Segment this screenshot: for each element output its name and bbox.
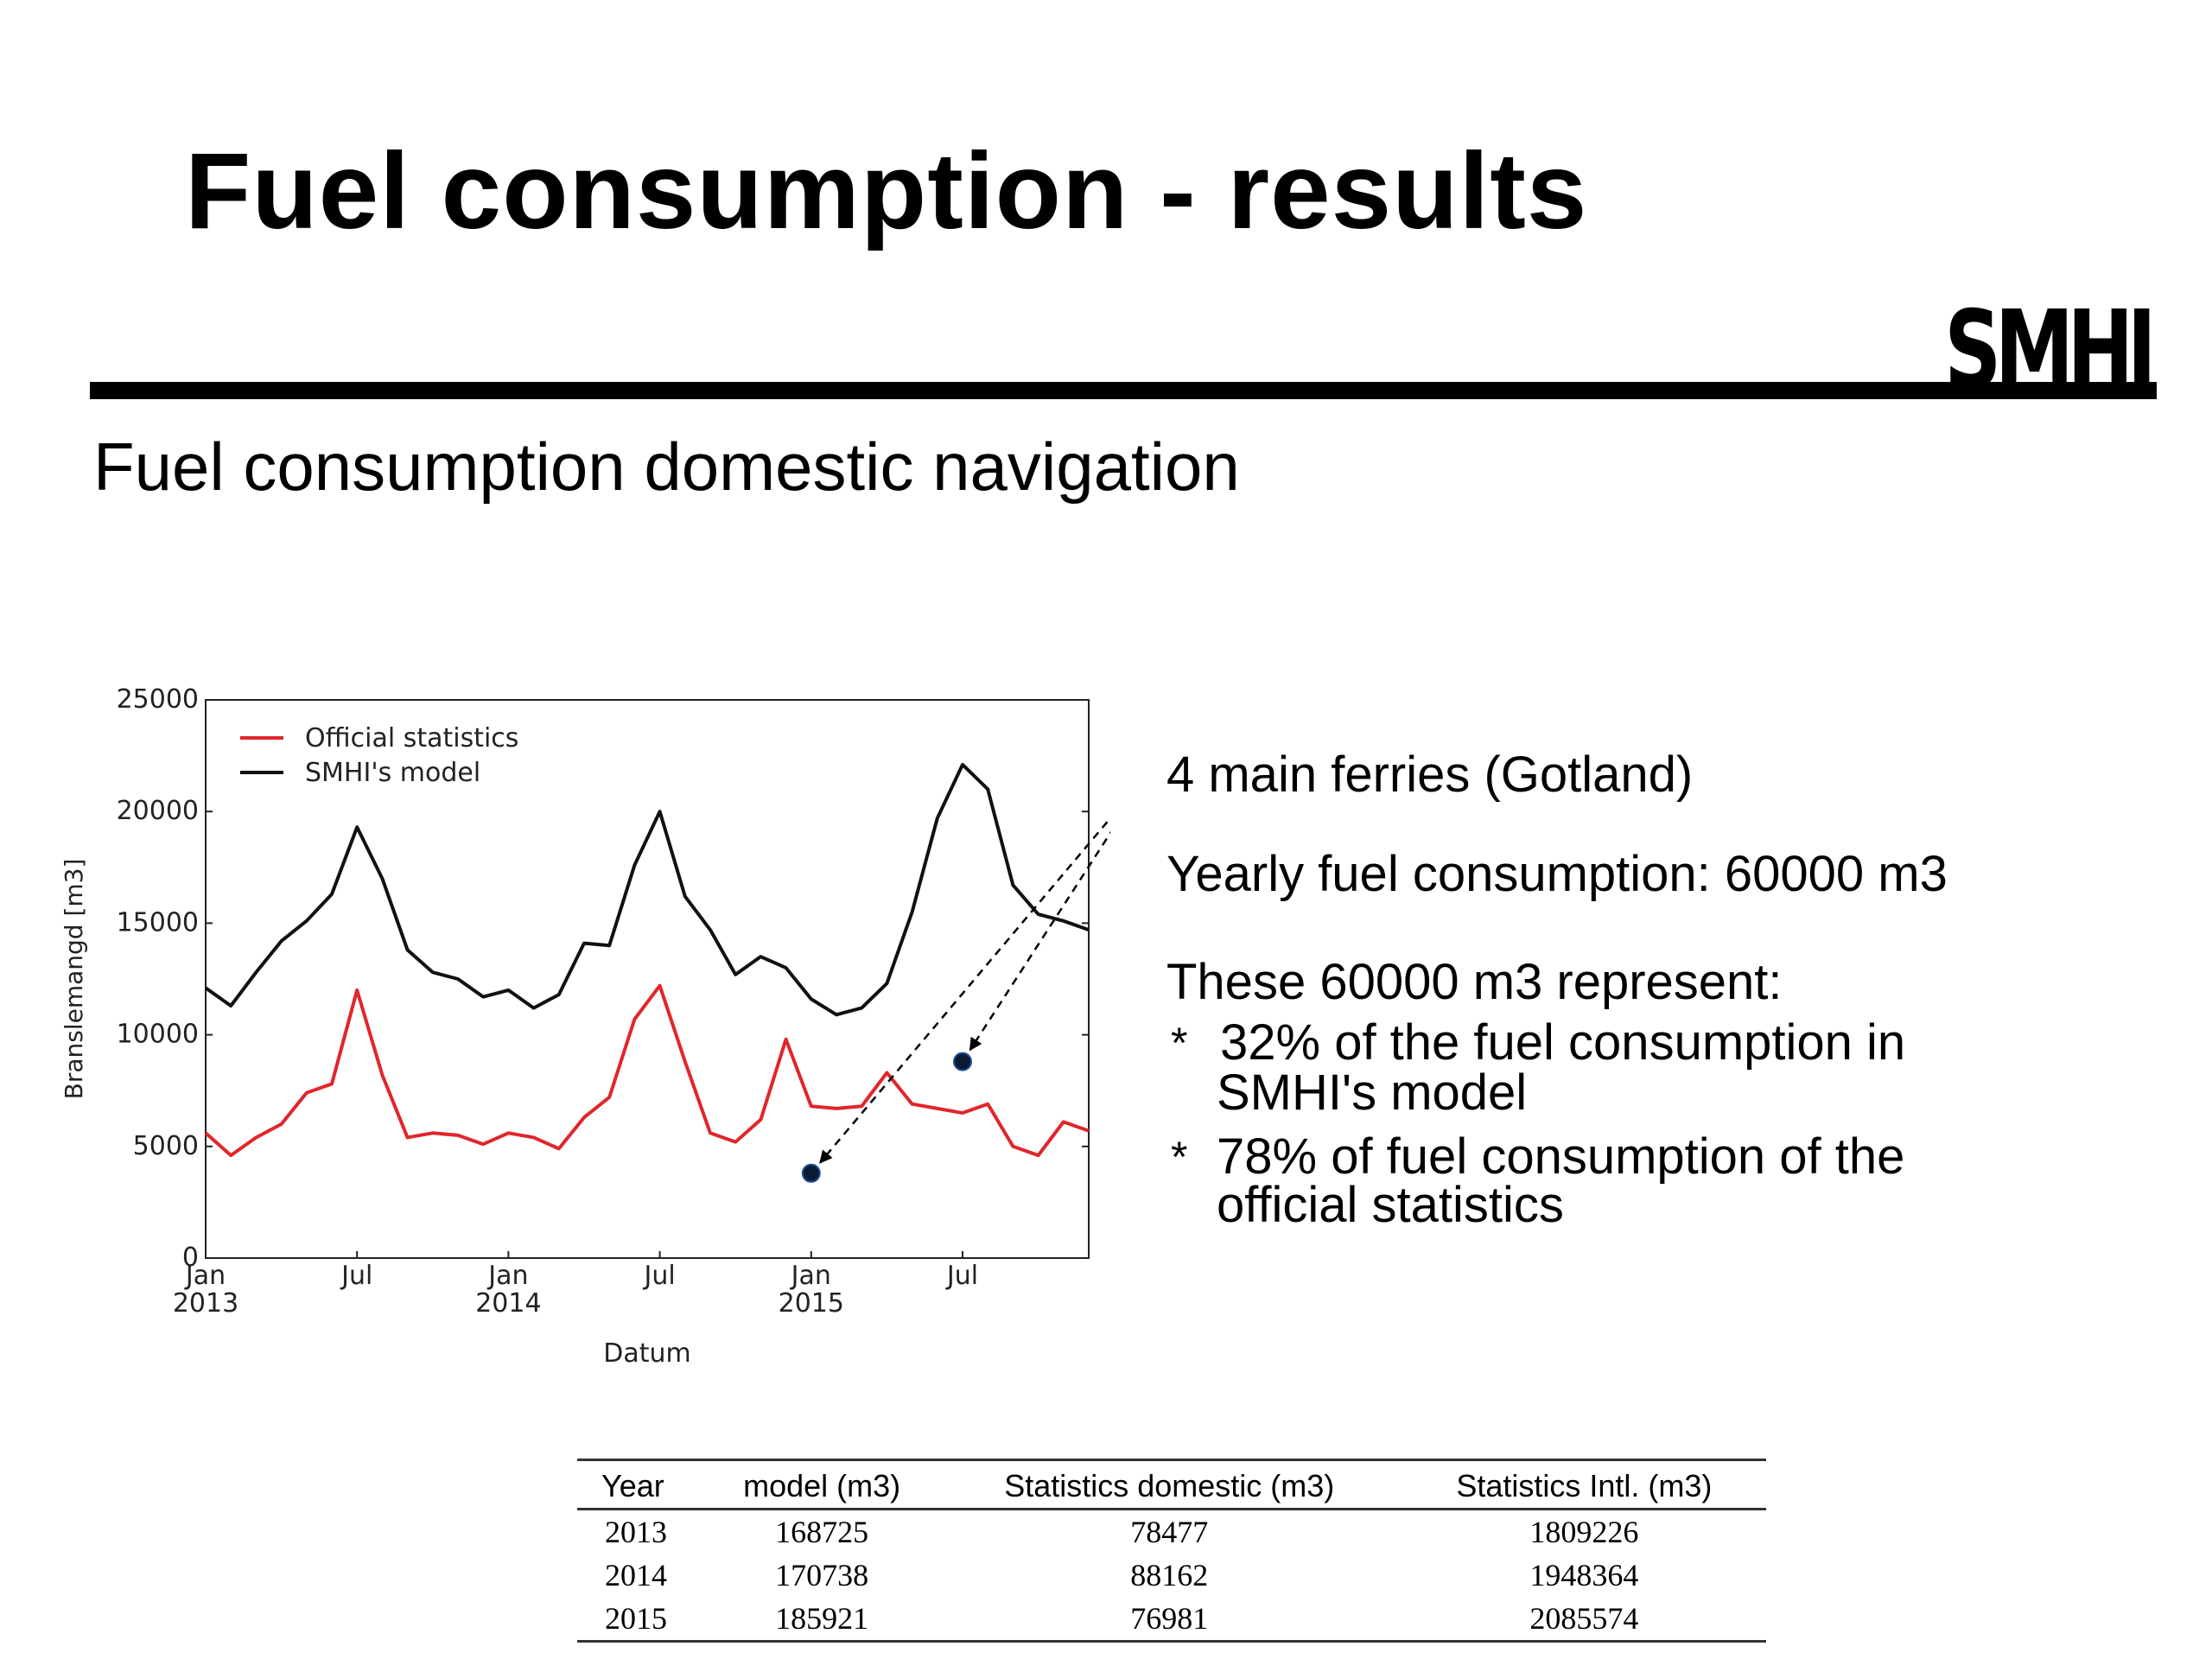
x-tick-label: Jan xyxy=(184,1261,226,1291)
legend-label: SMHI's model xyxy=(305,758,480,788)
y-tick-label: 25000 xyxy=(117,684,199,715)
ferry-data-point xyxy=(801,1163,821,1183)
x-tick-label: Jul xyxy=(340,1261,372,1291)
y-tick-label: 15000 xyxy=(117,907,199,938)
table-row: 2014 170738 88162 1948364 xyxy=(577,1554,1766,1597)
bullet-text-2a: 78% of fuel consumption of the xyxy=(1217,1128,1905,1185)
annotation-yearly: Yearly fuel consumption: 60000 m3 xyxy=(1166,846,1948,902)
series-line-smhi-model xyxy=(204,762,1090,1017)
x-tick-label: Jan xyxy=(486,1261,528,1291)
table-cell: 2014 xyxy=(605,1558,667,1592)
table-cell: 185921 xyxy=(707,1597,937,1643)
x-tick-label: 2014 xyxy=(475,1288,541,1319)
plot-frame xyxy=(205,699,1090,1259)
table-cell: 88162 xyxy=(1130,1558,1209,1592)
annotation-represent: These 60000 m3 represent: xyxy=(1166,954,1783,1010)
table-cell: 2013 xyxy=(605,1515,667,1549)
y-tick-label: 5000 xyxy=(133,1131,199,1161)
x-tick-label: 2013 xyxy=(173,1288,238,1319)
y-tick-label: 20000 xyxy=(117,796,199,826)
table-header-row: Year model (m3) Statistics domestic (m3)… xyxy=(577,1459,1766,1510)
table-cell: 1809226 xyxy=(1529,1515,1639,1549)
ferry-data-point xyxy=(953,1052,972,1071)
table-cell: 78477 xyxy=(1130,1515,1209,1549)
title-divider xyxy=(90,382,2157,399)
x-tick-label: 2015 xyxy=(779,1288,844,1319)
y-tick-label: 0 xyxy=(182,1243,199,1273)
table-cell: 1948364 xyxy=(1529,1558,1639,1592)
table-cell: 168725 xyxy=(775,1515,869,1549)
table-cell: 76981 xyxy=(936,1597,1402,1643)
table-header: Year xyxy=(577,1459,708,1510)
annotation-ferries: 4 main ferries (Gotland) xyxy=(1166,747,1694,803)
table-row: 2015 185921 76981 2085574 xyxy=(577,1597,1766,1643)
series-line-official-statistics xyxy=(204,983,1090,1158)
legend-label: Official statistics xyxy=(305,723,518,753)
bullet-marker-2: * xyxy=(1171,1133,1188,1181)
bullet-marker-1: * xyxy=(1171,1019,1188,1067)
x-tick-label: Jul xyxy=(945,1261,978,1291)
slide-subtitle: Fuel consumption domestic navigation xyxy=(93,429,1240,505)
y-tick-label: 10000 xyxy=(117,1020,199,1050)
y-axis-label: Branslemangd [m3] xyxy=(60,859,88,1100)
x-tick-label: Jul xyxy=(642,1261,675,1291)
table-header: Statistics domestic (m3) xyxy=(936,1459,1402,1510)
x-tick-label: Jan xyxy=(790,1261,831,1291)
annotation-arrow xyxy=(819,817,1110,1164)
bullet-text-1a: 32% of the fuel consumption in xyxy=(1220,1014,1906,1071)
table-cell: 2085574 xyxy=(1402,1597,1766,1643)
table-row: 2013 168725 78477 1809226 xyxy=(577,1510,1766,1554)
fuel-table: Year model (m3) Statistics domestic (m3)… xyxy=(577,1459,1766,1643)
bullet-text-1b: SMHI's model xyxy=(1217,1065,1528,1121)
table-header: Statistics Intl. (m3) xyxy=(1402,1459,1766,1510)
annotation-arrow xyxy=(969,830,1110,1052)
bullet-text-2b: official statistics xyxy=(1217,1177,1564,1233)
table-cell: 170738 xyxy=(775,1558,869,1592)
x-axis-label: Datum xyxy=(603,1338,690,1369)
table-header: model (m3) xyxy=(707,1459,937,1510)
slide-title: Fuel consumption - results xyxy=(185,131,1588,251)
table-cell: 2015 xyxy=(577,1597,708,1643)
